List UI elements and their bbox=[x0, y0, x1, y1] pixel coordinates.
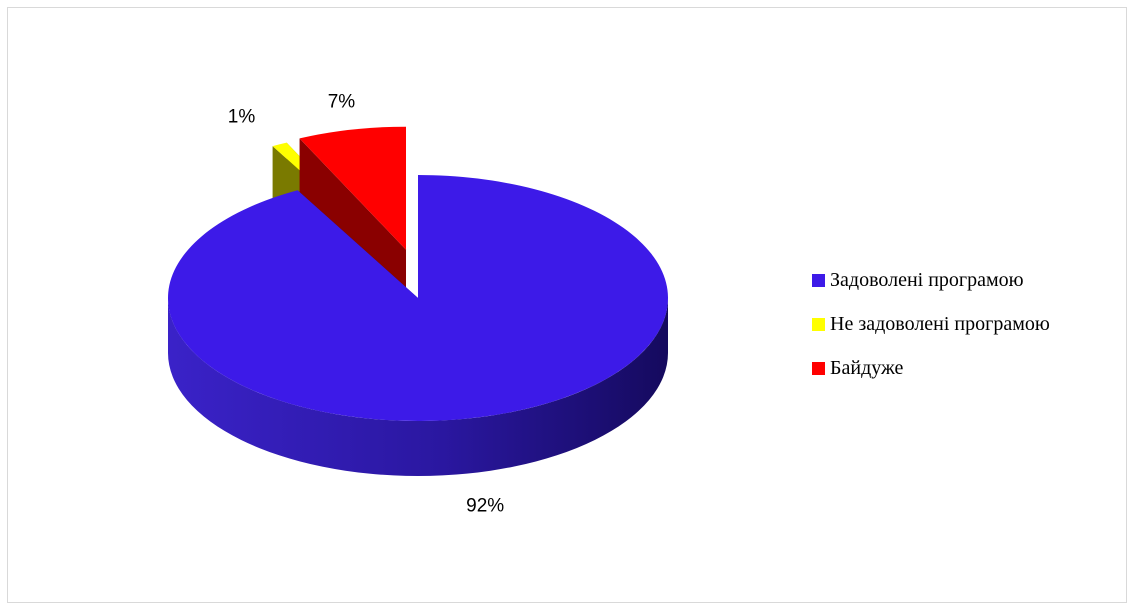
pie-chart: 92% 1% 7% bbox=[167, 92, 668, 517]
legend-item-not-satisfied: Не задоволені програмою bbox=[812, 302, 1050, 346]
legend-label-satisfied: Задоволені програмою bbox=[830, 268, 1024, 291]
slice-indifferent bbox=[299, 126, 407, 305]
legend-item-satisfied: Задоволені програмою bbox=[812, 258, 1050, 302]
slice-satisfied bbox=[167, 175, 668, 476]
legend-swatch-not-satisfied bbox=[812, 317, 825, 331]
legend: Задоволені програмою Не задоволені прогр… bbox=[812, 258, 1050, 390]
label-indifferent-percent: 7% bbox=[328, 92, 356, 113]
chart-area: 92% 1% 7% Задоволені програмою Не задоволе… bbox=[7, 7, 1127, 603]
legend-label-indifferent: Байдуже bbox=[830, 356, 904, 379]
label-not-satisfied-percent: 1% bbox=[228, 106, 256, 127]
label-satisfied-percent: 92% bbox=[466, 496, 504, 517]
legend-swatch-satisfied bbox=[812, 273, 825, 287]
legend-label-not-satisfied: Не задоволені програмою bbox=[830, 312, 1050, 335]
legend-swatch-indifferent bbox=[812, 361, 825, 375]
legend-item-indifferent: Байдуже bbox=[812, 346, 1050, 390]
